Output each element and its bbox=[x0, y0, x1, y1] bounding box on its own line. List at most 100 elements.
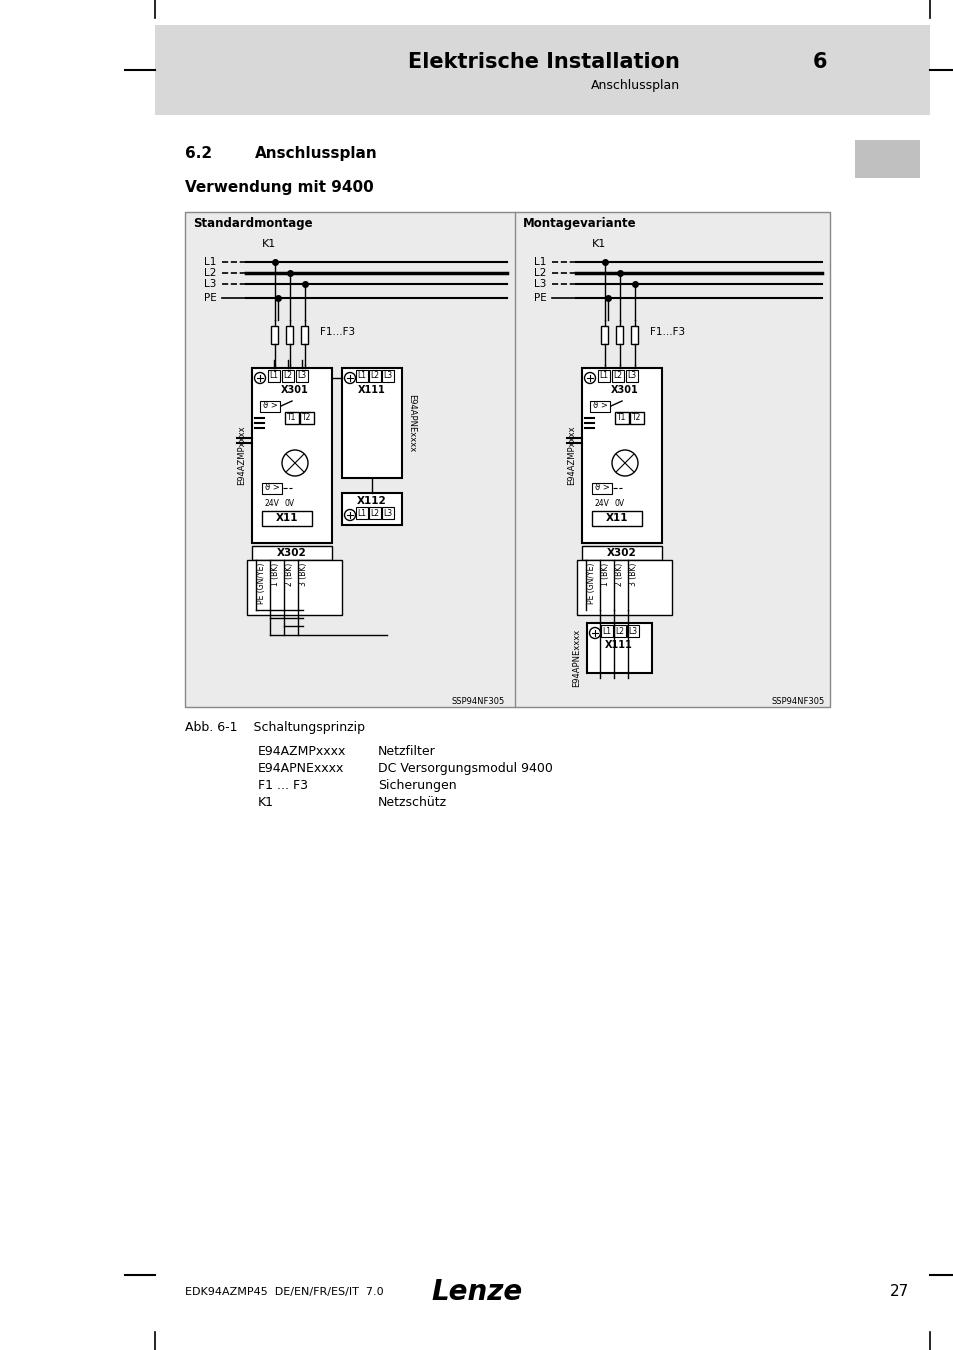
Text: Anschlussplan: Anschlussplan bbox=[254, 146, 377, 161]
Text: L3: L3 bbox=[534, 279, 546, 289]
Bar bbox=[381, 370, 394, 382]
Bar bbox=[301, 325, 308, 344]
Text: 27: 27 bbox=[889, 1284, 908, 1300]
Text: L1: L1 bbox=[357, 371, 366, 381]
Bar bbox=[286, 325, 294, 344]
Bar bbox=[341, 493, 401, 525]
Text: F1...F3: F1...F3 bbox=[649, 327, 684, 338]
Text: ϑ >: ϑ > bbox=[264, 483, 279, 493]
Text: L2: L2 bbox=[204, 269, 216, 278]
Bar bbox=[355, 508, 368, 518]
Bar bbox=[262, 512, 312, 526]
Text: Netzschütz: Netzschütz bbox=[377, 796, 447, 809]
Circle shape bbox=[254, 373, 265, 383]
Text: T1: T1 bbox=[287, 413, 296, 423]
Bar bbox=[589, 401, 609, 412]
Bar bbox=[586, 622, 651, 674]
Text: K1: K1 bbox=[262, 239, 276, 248]
Text: X301: X301 bbox=[281, 385, 309, 396]
Text: E94APNExxxx: E94APNExxxx bbox=[572, 629, 581, 687]
Text: F1 ... F3: F1 ... F3 bbox=[257, 779, 308, 792]
Text: 3 (BK): 3 (BK) bbox=[298, 563, 308, 586]
Text: L3: L3 bbox=[204, 279, 216, 289]
Text: Lenze: Lenze bbox=[431, 1278, 522, 1305]
Text: 0V: 0V bbox=[615, 500, 624, 509]
Text: 3 (BK): 3 (BK) bbox=[628, 563, 638, 586]
Bar bbox=[381, 508, 394, 518]
Text: SSP94NF305: SSP94NF305 bbox=[771, 697, 824, 706]
Text: L1: L1 bbox=[534, 256, 546, 267]
Bar bbox=[295, 370, 308, 382]
Bar bbox=[252, 369, 332, 543]
Text: 24V: 24V bbox=[594, 500, 609, 509]
Text: X11: X11 bbox=[605, 513, 628, 522]
Bar bbox=[631, 325, 638, 344]
Text: L3: L3 bbox=[383, 509, 392, 517]
Text: 2 (BK): 2 (BK) bbox=[285, 563, 294, 586]
Text: L2: L2 bbox=[370, 371, 379, 381]
Text: E94APNExxxx: E94APNExxxx bbox=[257, 761, 344, 775]
Text: L3: L3 bbox=[627, 371, 636, 381]
Text: 6.2: 6.2 bbox=[185, 146, 212, 161]
Text: 6: 6 bbox=[812, 53, 826, 72]
Text: E94AZMPxxxx: E94AZMPxxxx bbox=[567, 425, 576, 485]
Text: L3: L3 bbox=[297, 371, 306, 381]
Bar bbox=[369, 508, 380, 518]
Text: L1: L1 bbox=[602, 626, 611, 636]
Text: L3: L3 bbox=[628, 626, 637, 636]
Text: X302: X302 bbox=[606, 548, 637, 558]
Text: Netzfilter: Netzfilter bbox=[377, 745, 436, 757]
Bar bbox=[260, 401, 280, 412]
Bar bbox=[626, 625, 639, 637]
Bar bbox=[601, 325, 608, 344]
Text: ϑ >: ϑ > bbox=[594, 483, 609, 493]
Bar bbox=[600, 625, 613, 637]
Text: DC Versorgungsmodul 9400: DC Versorgungsmodul 9400 bbox=[377, 761, 553, 775]
Bar bbox=[285, 412, 298, 424]
Bar bbox=[247, 560, 341, 616]
Text: Abb. 6-1    Schaltungsprinzip: Abb. 6-1 Schaltungsprinzip bbox=[185, 721, 365, 734]
Bar bbox=[341, 369, 401, 478]
Bar bbox=[614, 625, 625, 637]
Text: PE (GN/YE): PE (GN/YE) bbox=[256, 563, 266, 605]
Bar bbox=[577, 560, 671, 616]
Text: Verwendung mit 9400: Verwendung mit 9400 bbox=[185, 180, 374, 194]
Bar bbox=[369, 370, 380, 382]
Text: Elektrische Installation: Elektrische Installation bbox=[408, 53, 679, 72]
Text: ϑ >: ϑ > bbox=[262, 401, 277, 410]
Text: T1: T1 bbox=[617, 413, 626, 423]
Bar bbox=[592, 483, 612, 494]
Bar bbox=[154, 26, 929, 115]
Text: L3: L3 bbox=[383, 371, 392, 381]
Bar bbox=[268, 370, 280, 382]
Text: L2: L2 bbox=[370, 509, 379, 517]
Text: X301: X301 bbox=[611, 385, 639, 396]
Circle shape bbox=[584, 373, 595, 383]
Text: PE (GN/YE): PE (GN/YE) bbox=[586, 563, 596, 605]
Circle shape bbox=[612, 450, 638, 477]
Text: F1...F3: F1...F3 bbox=[319, 327, 355, 338]
Text: X111: X111 bbox=[357, 385, 385, 396]
Text: K1: K1 bbox=[257, 796, 274, 809]
Text: T2: T2 bbox=[302, 413, 312, 423]
Text: PE: PE bbox=[204, 293, 216, 302]
Text: L2: L2 bbox=[613, 371, 622, 381]
Text: PE: PE bbox=[534, 293, 546, 302]
Bar bbox=[185, 212, 829, 707]
Text: 24V: 24V bbox=[264, 500, 279, 509]
Text: X11: X11 bbox=[275, 513, 298, 522]
Bar bbox=[592, 512, 641, 526]
Text: E94AZMPxxxx: E94AZMPxxxx bbox=[257, 745, 346, 757]
Text: X111: X111 bbox=[604, 640, 632, 649]
Circle shape bbox=[282, 450, 308, 477]
Bar bbox=[854, 140, 919, 178]
Text: 1 (BK): 1 (BK) bbox=[271, 563, 280, 586]
Text: Standardmontage: Standardmontage bbox=[193, 217, 313, 231]
Text: Sicherungen: Sicherungen bbox=[377, 779, 456, 792]
Bar bbox=[581, 545, 661, 560]
Bar bbox=[299, 412, 314, 424]
Text: T2: T2 bbox=[632, 413, 641, 423]
Text: L2: L2 bbox=[534, 269, 546, 278]
Text: X302: X302 bbox=[276, 548, 307, 558]
Text: EDK94AZMP45  DE/EN/FR/ES/IT  7.0: EDK94AZMP45 DE/EN/FR/ES/IT 7.0 bbox=[185, 1287, 383, 1297]
